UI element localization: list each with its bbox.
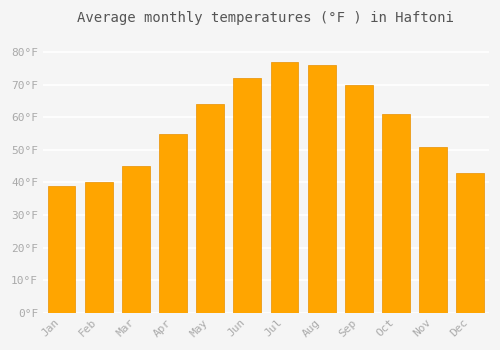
Bar [308,65,336,313]
Bar [159,134,187,313]
Bar [456,173,484,313]
Bar [122,166,150,313]
Bar [85,182,112,313]
Bar [419,147,447,313]
Bar [270,62,298,313]
Title: Average monthly temperatures (°F ) in Haftoni: Average monthly temperatures (°F ) in Ha… [78,11,454,25]
Bar [345,85,373,313]
Bar [48,186,76,313]
Bar [382,114,410,313]
Bar [196,104,224,313]
Bar [234,78,262,313]
